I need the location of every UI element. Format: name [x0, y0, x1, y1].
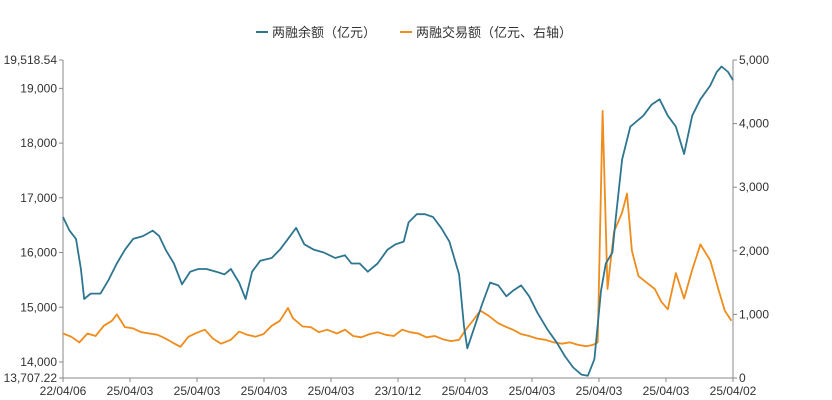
axes: 13,707.22 14,000 15,000 16,000 17,000 18,000 1… [4, 53, 770, 398]
y-right-tick-label: 5,000 [739, 53, 769, 67]
y-left-tick-label: 17,000 [20, 191, 57, 205]
x-tick-label: 25/04/03 [442, 384, 489, 398]
x-tick-label: 25/04/03 [509, 384, 556, 398]
y-right-tick-label: 2,000 [739, 244, 769, 258]
series-layer [62, 65, 734, 377]
x-tick-label: 25/04/03 [174, 384, 221, 398]
y-right-tick-label: 4,000 [739, 117, 769, 131]
legend: 两融余额（亿元） 两融交易额（亿元、右轴） [256, 25, 572, 41]
x-tick-label: 25/04/03 [576, 384, 623, 398]
y-left-tick-label: 18,000 [20, 136, 57, 150]
y-right-tick-label: 3,000 [739, 180, 769, 194]
x-tick-label: 22/04/06 [40, 384, 87, 398]
y-right-tick-label: 1,000 [739, 307, 769, 321]
y-left-tick-label: 19,000 [20, 81, 57, 95]
legend-label-balance: 两融余额（亿元） [272, 25, 376, 41]
x-tick-label: 25/04/03 [308, 384, 355, 398]
series-line-turnover [62, 110, 733, 348]
x-tick-label: 23/10/12 [375, 384, 422, 398]
y-left-tick-label: 14,000 [20, 355, 57, 369]
x-tick-label: 25/04/03 [107, 384, 154, 398]
y-right-tick-label: 0 [739, 371, 746, 385]
y-left-tick-label: 13,707.22 [4, 371, 58, 385]
series-line-balance [62, 65, 734, 377]
legend-label-turnover: 两融交易额（亿元、右轴） [416, 25, 572, 41]
y-left-tick-label: 19,518.54 [4, 53, 58, 67]
x-tick-label: 25/04/03 [643, 384, 690, 398]
x-tick-label: 25/04/03 [241, 384, 288, 398]
y-left-tick-label: 15,000 [20, 300, 57, 314]
x-tick-label: 25/04/02 [710, 384, 757, 398]
y-left-tick-label: 16,000 [20, 246, 57, 260]
